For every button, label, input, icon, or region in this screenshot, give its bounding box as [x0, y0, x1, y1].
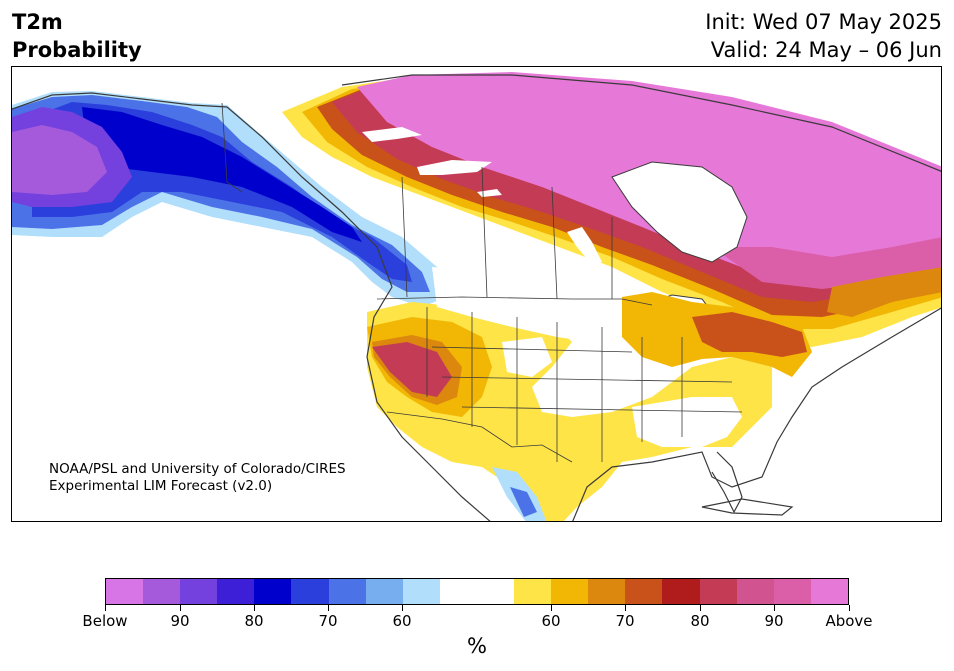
map-title: T2m Probability — [12, 8, 142, 64]
great-bear-lake — [417, 160, 492, 175]
alaska-purple-inner — [12, 125, 107, 195]
credit-line-2: Experimental LIM Forecast (v2.0) — [49, 478, 273, 494]
political-borders — [221, 102, 743, 463]
colorbar-tick-label: Above — [825, 612, 873, 630]
colorbar-tick-label: 70 — [615, 612, 635, 630]
colorbar-unit: % — [467, 634, 487, 658]
us-mexico-border — [386, 411, 573, 463]
colorbar-segment — [180, 579, 218, 604]
colorbar-segment — [551, 579, 589, 604]
colorbar-segment — [328, 579, 366, 604]
great-slave-lake — [362, 127, 422, 142]
florida — [711, 451, 743, 514]
colorbar-tick — [625, 605, 626, 611]
alaska-below-deep — [82, 107, 362, 242]
colorbar-segment — [810, 579, 848, 604]
colorbar-tick-label: 60 — [541, 612, 561, 630]
colorbar-tick-label: 70 — [318, 612, 338, 630]
colorbar-tick — [180, 605, 181, 611]
colorbar-segment — [291, 579, 329, 604]
colorbar-tick-label: 90 — [170, 612, 190, 630]
us-states-grid — [426, 307, 743, 462]
colorbar-tick-label: 90 — [764, 612, 784, 630]
variable-label: T2m — [12, 10, 63, 34]
central-us-neutral — [432, 267, 612, 342]
probability-map — [12, 67, 941, 521]
colorbar-tick-label: 80 — [690, 612, 710, 630]
init-date: Init: Wed 07 May 2025 — [705, 10, 942, 34]
colorbar-tick — [849, 605, 850, 611]
canada-pink-mid — [712, 237, 941, 289]
colorbar-segment — [773, 579, 811, 604]
colorbar-segment — [699, 579, 737, 604]
colorbar-tick-label: 60 — [392, 612, 412, 630]
coastlines — [12, 74, 941, 521]
colorbar-segment — [625, 579, 663, 604]
colorbar-segment — [143, 579, 181, 604]
colorbar-segment — [476, 579, 515, 604]
canada-provinces — [401, 166, 613, 300]
alaska-border — [221, 102, 243, 193]
us-southwest-core — [372, 342, 452, 397]
colorbar-segment — [217, 579, 255, 604]
four-corners-neutral — [502, 337, 552, 377]
credit-line-1: NOAA/PSL and University of Colorado/CIRE… — [49, 461, 346, 477]
cuba — [701, 498, 794, 516]
colorbar-tick — [700, 605, 701, 611]
valid-range: Valid: 24 May – 06 Jun — [710, 38, 942, 62]
colorbar-tick — [254, 605, 255, 611]
southeast-neutral — [632, 397, 742, 447]
us-northeast-warm — [692, 312, 807, 357]
lake-winnipeg — [567, 227, 602, 265]
colorbar-segment — [439, 579, 477, 604]
map-panel — [11, 66, 942, 522]
colorbar-segment — [736, 579, 774, 604]
us-canada-border — [376, 296, 653, 306]
east-coast — [572, 307, 941, 521]
hudson-bay — [611, 161, 748, 263]
colorbar-segment — [254, 579, 292, 604]
colorbar-segment — [402, 579, 440, 604]
canada-east-warm — [827, 267, 941, 317]
colorbar-tick — [328, 605, 329, 611]
colorbar-segment — [365, 579, 403, 604]
west-coast — [12, 92, 491, 521]
product-label: Probability — [12, 38, 142, 62]
colorbar-tick-label: Below — [82, 612, 128, 630]
colorbar-segment — [514, 579, 552, 604]
credit-text: NOAA/PSL and University of Colorado/CIRE… — [49, 461, 346, 495]
colorbar-tick-label: 80 — [244, 612, 264, 630]
colorbar-tick — [551, 605, 552, 611]
mexico-blue-core — [510, 487, 537, 517]
colorbar-segment — [662, 579, 700, 604]
colorbar-tick — [774, 605, 775, 611]
colorbar — [105, 578, 849, 605]
colorbar-tick — [402, 605, 403, 611]
arctic-coast — [341, 74, 941, 172]
colorbar-tick — [105, 605, 106, 611]
colorbar-segment — [588, 579, 626, 604]
colorbar-segment — [106, 579, 144, 604]
date-info: Init: Wed 07 May 2025 Valid: 24 May – 06… — [705, 8, 942, 64]
